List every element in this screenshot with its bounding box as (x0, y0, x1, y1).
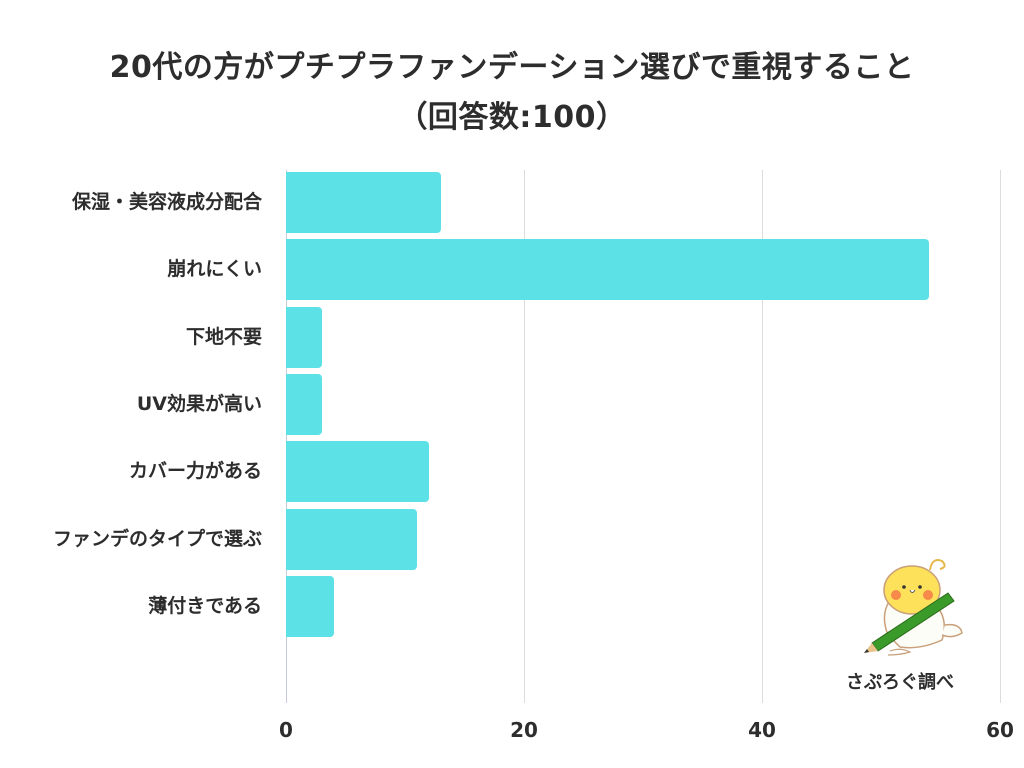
category-label: 保湿・美容液成分配合 (71, 191, 262, 213)
bar (286, 575, 334, 637)
chart-title: 20代の方がプチプラファンデーション選びで重視すること (109, 50, 915, 85)
gridline-60 (1000, 170, 1001, 703)
category-label: 崩れにくい (167, 258, 262, 281)
category-label: 下地不要 (185, 325, 262, 348)
category-label: UV効果が高い (136, 392, 262, 415)
bar (286, 306, 322, 368)
y-axis-line (286, 170, 287, 703)
bar (286, 441, 429, 503)
bird-mascot-icon (864, 559, 963, 656)
bar (286, 373, 322, 435)
bar (286, 508, 417, 570)
bar (286, 172, 441, 233)
plot-area (286, 170, 1001, 703)
chart-subtitle: （回答数:100） (397, 100, 627, 135)
credit-label: さぷろぐ調べ (846, 672, 954, 693)
bar (286, 239, 929, 301)
x-tick-60: 60 (986, 718, 1014, 742)
category-label: 薄付きである (148, 594, 262, 617)
gridline-20 (524, 170, 525, 703)
gridline-40 (762, 170, 763, 703)
category-label: カバー力がある (128, 460, 262, 483)
x-tick-40: 40 (748, 718, 776, 742)
x-tick-0: 0 (279, 718, 293, 742)
category-label: ファンデのタイプで選ぶ (52, 527, 262, 550)
x-tick-20: 20 (510, 718, 538, 742)
